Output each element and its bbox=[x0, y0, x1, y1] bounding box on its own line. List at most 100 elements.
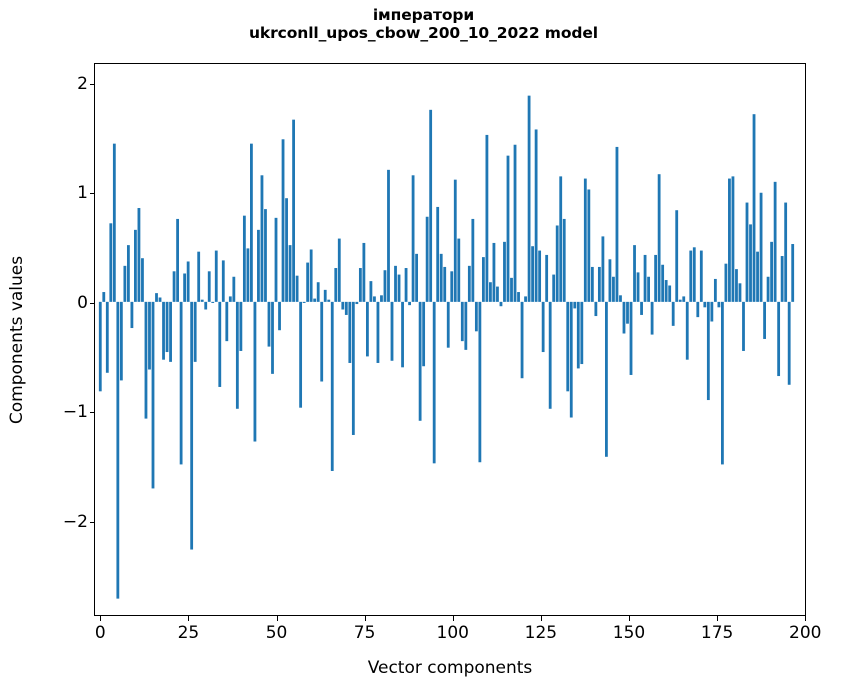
y-tick-label: 2 bbox=[77, 73, 88, 94]
bar bbox=[640, 301, 643, 315]
bar bbox=[706, 301, 710, 401]
y-tick-mark bbox=[89, 412, 95, 414]
bar bbox=[193, 301, 197, 362]
bar bbox=[636, 272, 640, 302]
bar bbox=[235, 301, 239, 409]
bar bbox=[369, 281, 373, 302]
bar bbox=[724, 263, 728, 302]
x-tick-mark bbox=[540, 615, 542, 621]
x-axis-label: Vector components bbox=[367, 658, 533, 678]
bar bbox=[186, 261, 190, 302]
bar bbox=[348, 301, 352, 363]
bar bbox=[541, 301, 545, 353]
x-tick-label: 25 bbox=[177, 623, 200, 643]
bar bbox=[172, 271, 176, 302]
bar bbox=[309, 249, 313, 302]
bar bbox=[337, 238, 341, 302]
bar bbox=[292, 119, 295, 302]
bar bbox=[619, 295, 622, 302]
x-tick-label: 75 bbox=[353, 623, 376, 643]
bar bbox=[432, 301, 436, 464]
y-tick-label: 1 bbox=[77, 183, 88, 204]
bar bbox=[735, 269, 738, 302]
bar bbox=[513, 144, 517, 302]
bar bbox=[626, 301, 629, 324]
bar bbox=[119, 301, 123, 381]
bar bbox=[664, 280, 668, 302]
y-axis-label-text: Components values bbox=[7, 255, 27, 424]
bar bbox=[654, 254, 658, 302]
bar bbox=[643, 254, 647, 302]
y-tick-label: 0 bbox=[77, 292, 88, 313]
bar bbox=[675, 210, 679, 302]
bar bbox=[671, 301, 675, 326]
bar bbox=[759, 192, 763, 302]
bar bbox=[313, 298, 317, 302]
bar bbox=[295, 275, 299, 302]
bar bbox=[713, 278, 717, 302]
bar bbox=[699, 250, 703, 302]
x-tick-label: 125 bbox=[524, 623, 558, 643]
bar bbox=[358, 268, 362, 302]
bar bbox=[601, 236, 605, 302]
bar bbox=[211, 301, 215, 303]
bar bbox=[629, 301, 633, 375]
bar bbox=[605, 301, 608, 457]
plot-area bbox=[95, 64, 805, 615]
bar bbox=[520, 301, 524, 379]
x-tick-label: 0 bbox=[94, 623, 106, 643]
bar bbox=[597, 266, 601, 302]
bar bbox=[373, 296, 376, 302]
bar bbox=[232, 276, 236, 302]
bar bbox=[278, 301, 281, 331]
bar bbox=[306, 262, 310, 302]
bar bbox=[365, 301, 369, 357]
bar bbox=[770, 241, 774, 302]
bar bbox=[264, 209, 267, 302]
bar bbox=[183, 273, 187, 302]
bar bbox=[682, 296, 686, 302]
bar bbox=[787, 301, 791, 385]
bar bbox=[534, 129, 538, 302]
bar bbox=[678, 299, 682, 302]
bar bbox=[453, 179, 457, 302]
bar bbox=[538, 250, 542, 302]
bar bbox=[573, 301, 577, 309]
bar bbox=[562, 218, 566, 302]
y-tick-label: −2 bbox=[62, 511, 88, 532]
bar bbox=[460, 301, 464, 342]
x-tick-label: 50 bbox=[265, 623, 288, 643]
bar bbox=[559, 176, 563, 302]
bar bbox=[390, 301, 394, 361]
bar bbox=[429, 109, 433, 302]
bar bbox=[253, 301, 257, 442]
bar bbox=[580, 301, 584, 365]
bar bbox=[485, 134, 489, 302]
bar bbox=[548, 301, 552, 409]
bar bbox=[316, 282, 320, 302]
bar bbox=[302, 301, 306, 303]
bar bbox=[780, 256, 784, 302]
bar bbox=[731, 176, 735, 302]
bar bbox=[330, 301, 334, 471]
bar bbox=[320, 301, 324, 382]
bar bbox=[285, 198, 288, 302]
x-tick-mark bbox=[188, 615, 190, 621]
bar bbox=[710, 301, 714, 322]
bar bbox=[404, 268, 408, 302]
bar bbox=[109, 223, 113, 302]
bar bbox=[499, 301, 503, 307]
bar bbox=[401, 301, 404, 368]
bar bbox=[692, 247, 696, 302]
bar bbox=[376, 301, 380, 363]
bar bbox=[204, 301, 208, 310]
bar bbox=[299, 301, 303, 408]
bar bbox=[471, 218, 475, 302]
bar bbox=[650, 301, 654, 335]
bar bbox=[112, 143, 116, 302]
bar bbox=[517, 292, 520, 302]
bar bbox=[344, 301, 348, 315]
bar bbox=[492, 242, 496, 302]
bar bbox=[703, 301, 707, 308]
bar bbox=[408, 301, 411, 306]
